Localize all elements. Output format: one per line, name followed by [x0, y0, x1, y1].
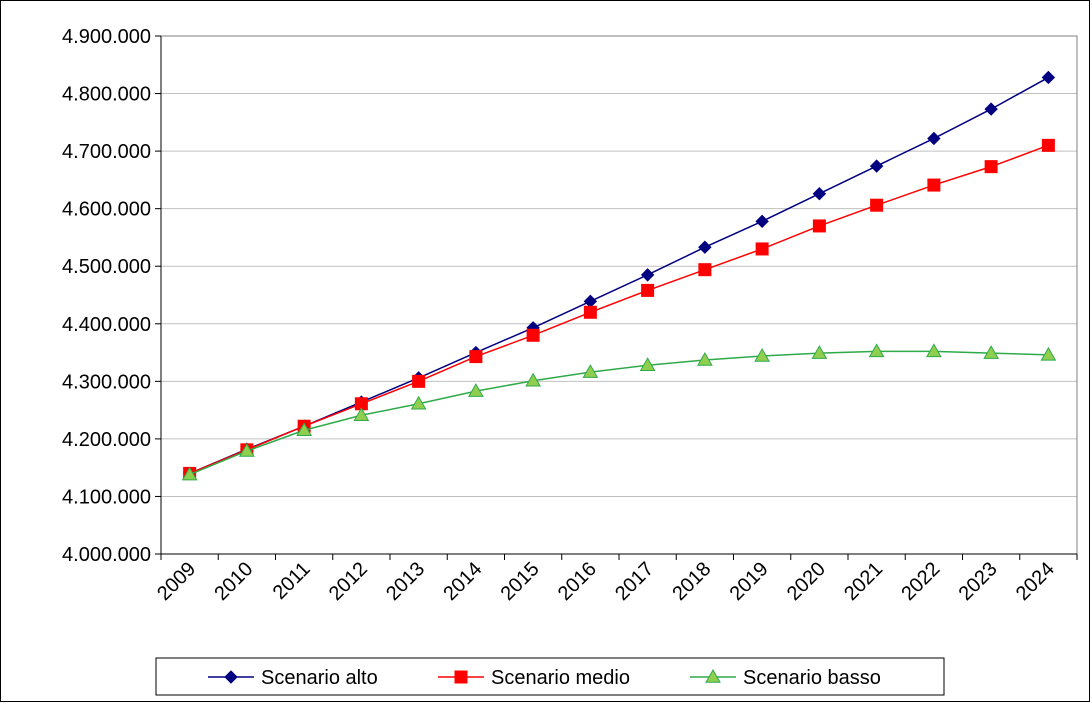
x-tick-label: 2023 [955, 558, 1002, 605]
x-tick-label: 2019 [726, 558, 773, 605]
data-point [755, 214, 769, 229]
data-point [984, 160, 998, 174]
x-tick-label: 2022 [897, 558, 944, 605]
x-tick-label: 2016 [554, 558, 601, 605]
data-point [698, 240, 712, 254]
data-point [698, 263, 712, 277]
y-tick-label: 4.500.000 [62, 256, 151, 278]
series-scenario-medio [183, 138, 1055, 480]
data-point [755, 242, 769, 256]
data-point [296, 422, 312, 437]
data-point [984, 102, 998, 116]
x-tick-label: 2013 [382, 558, 429, 605]
y-tick-label: 4.600.000 [62, 199, 151, 221]
x-tick-label: 2024 [1012, 558, 1059, 605]
data-point [811, 345, 828, 359]
data-point [641, 283, 655, 297]
y-tick-label: 4.200.000 [62, 429, 151, 451]
data-point [1041, 70, 1056, 85]
data-point [468, 383, 484, 397]
y-tick-label: 4.100.000 [62, 486, 151, 508]
data-point [870, 198, 884, 212]
data-point [525, 372, 541, 387]
series-scenario-basso [181, 343, 1057, 481]
x-tick-label: 2014 [439, 558, 486, 605]
y-tick-label: 4.900.000 [62, 26, 151, 48]
data-point [639, 357, 656, 371]
legend: Scenario alto Scenario medio Scenario bass… [155, 657, 945, 696]
data-point [353, 407, 370, 422]
data-point [812, 219, 826, 233]
plot-area [160, 35, 1078, 555]
y-tick-label: 4.300.000 [62, 371, 151, 393]
data-point [812, 186, 827, 201]
data-point [697, 352, 713, 366]
data-point [583, 305, 597, 319]
data-point [412, 374, 426, 388]
data-point [705, 668, 721, 683]
legend-label: Scenario medio [491, 667, 630, 689]
y-tick-label: 4.800.000 [62, 84, 151, 106]
data-point [410, 395, 427, 410]
series-line [189, 76, 1049, 475]
y-tick-label: 4.400.000 [62, 314, 151, 336]
data-point [926, 343, 942, 358]
data-point [526, 328, 540, 342]
data-point [640, 268, 655, 282]
data-point [868, 343, 885, 358]
x-tick-label: 2012 [325, 558, 372, 605]
data-point [582, 364, 599, 378]
series-group [181, 70, 1057, 481]
legend-label: Scenario alto [261, 667, 378, 689]
series-line [189, 144, 1049, 475]
data-point [1040, 346, 1057, 361]
y-tick-label: 4.000.000 [62, 544, 151, 566]
x-tick-label: 2017 [611, 558, 658, 605]
x-tick-label: 2020 [783, 558, 830, 605]
data-point [1041, 138, 1055, 152]
x-tick-label: 2010 [210, 558, 257, 605]
y-tick-label: 4.700.000 [62, 141, 151, 163]
data-point [583, 294, 598, 309]
data-point [927, 131, 941, 146]
legend-label: Scenario basso [743, 667, 881, 689]
x-tick-label: 2018 [668, 558, 715, 605]
x-tick-label: 2015 [497, 558, 544, 605]
x-tick-label: 2011 [269, 558, 315, 604]
data-point [469, 350, 483, 364]
x-tick-label: 2009 [153, 558, 200, 605]
legend-box [155, 657, 945, 696]
data-point [983, 345, 999, 359]
data-point [754, 348, 770, 362]
data-point [869, 159, 884, 173]
data-point [224, 670, 238, 684]
series-scenario-alto [182, 70, 1056, 481]
data-point [239, 442, 255, 457]
axes: 4.000.000 4.100.000 4.200.000 4.300.000 4.40… [62, 26, 1078, 605]
data-point [181, 466, 198, 481]
data-point [927, 178, 941, 192]
series-line [189, 350, 1049, 476]
data-point [454, 670, 468, 684]
x-tick-label: 2021 [840, 558, 887, 605]
